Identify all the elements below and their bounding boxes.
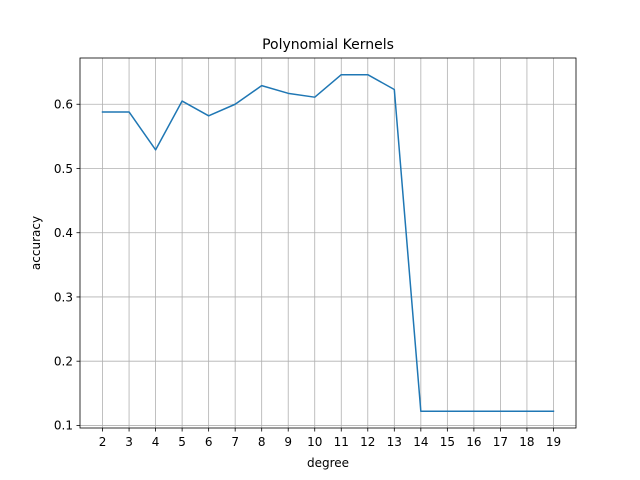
grid [80, 58, 576, 428]
x-axis-label: degree [307, 456, 349, 470]
y-tick-label: 0.1 [54, 419, 73, 433]
x-tick-label: 19 [546, 435, 561, 449]
x-tick-label: 6 [205, 435, 213, 449]
x-tick-label: 3 [125, 435, 133, 449]
y-tick-label: 0.3 [54, 290, 73, 304]
y-tick-label: 0.2 [54, 354, 73, 368]
chart-title: Polynomial Kernels [262, 37, 394, 53]
x-tick-label: 10 [307, 435, 322, 449]
x-tick-label: 2 [99, 435, 107, 449]
y-tick-label: 0.4 [54, 226, 73, 240]
y-axis-label: accuracy [29, 216, 43, 270]
series-line [101, 73, 555, 413]
x-tick-label: 5 [178, 435, 186, 449]
x-tick-label: 18 [519, 435, 534, 449]
x-tick-label: 9 [284, 435, 292, 449]
axis-ticks: 2 3 4 5 6 7 8 9 10 11 12 13 14 15 16 17 18 19 0.1 0.2 0.3 0.4… [54, 98, 561, 449]
x-tick-label: 11 [334, 435, 349, 449]
y-tick-label: 0.5 [54, 162, 73, 176]
x-tick-label: 7 [231, 435, 239, 449]
x-tick-label: 17 [493, 435, 508, 449]
x-tick-label: 16 [466, 435, 481, 449]
x-tick-label: 4 [152, 435, 160, 449]
series-group [101, 73, 555, 413]
x-tick-label: 13 [387, 435, 402, 449]
x-tick-label: 8 [258, 435, 266, 449]
x-tick-label: 12 [360, 435, 375, 449]
plot-frame [79, 57, 577, 429]
x-tick-label: 15 [440, 435, 455, 449]
x-tick-label: 14 [413, 435, 428, 449]
y-tick-label: 0.6 [54, 98, 73, 112]
